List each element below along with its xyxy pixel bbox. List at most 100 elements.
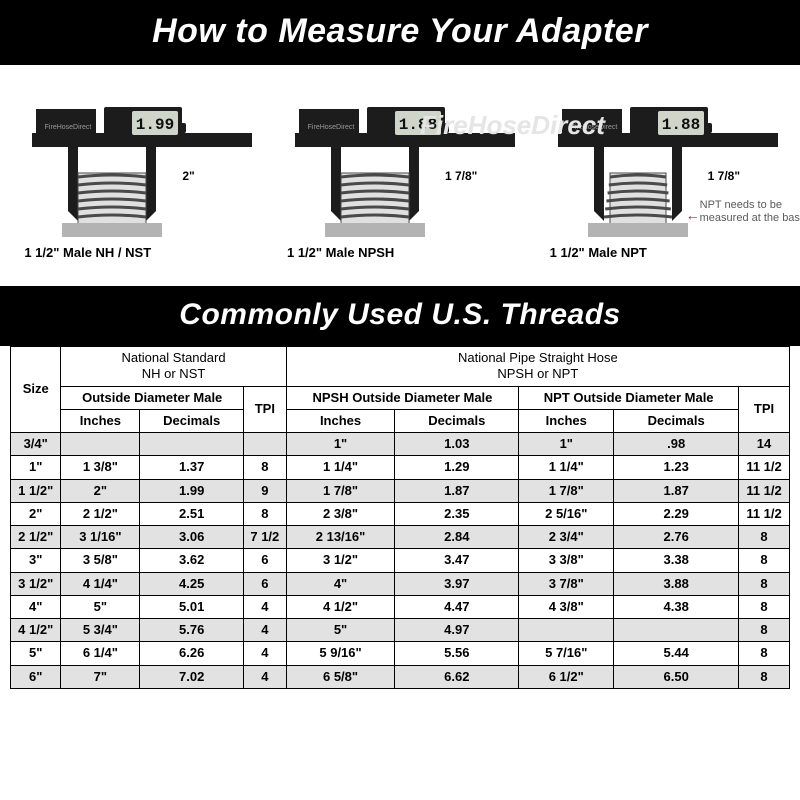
nh-inches-header: Inches xyxy=(61,409,140,432)
svg-text:FireHoseDirect: FireHoseDirect xyxy=(570,124,617,131)
npsh-inches-cell: 1 7/8" xyxy=(286,479,395,502)
table-row: 2 1/2"3 1/16"3.067 1/22 13/16"2.842 3/4"… xyxy=(11,526,790,549)
npt-inches-header: Inches xyxy=(519,409,614,432)
nh-tpi-cell: 7 1/2 xyxy=(244,526,287,549)
svg-text:FireHoseDirect: FireHoseDirect xyxy=(45,124,92,131)
table-row: 1 1/2"2"1.9991 7/8"1.871 7/8"1.8711 1/2 xyxy=(11,479,790,502)
npsh-decimals-cell: 4.97 xyxy=(395,619,519,642)
diagram-2: 1.88 FireHoseDirect 1 7/8"←NPT needs to … xyxy=(538,89,788,260)
group-nh: National Standard NH or NST xyxy=(61,347,286,387)
npsh-inches-header: Inches xyxy=(286,409,395,432)
nh-decimals-cell: 2.51 xyxy=(140,502,244,525)
size-cell: 2" xyxy=(11,502,61,525)
npt-note: NPT needs to be measured at the base xyxy=(700,199,800,225)
npsh-inches-cell: 4" xyxy=(286,572,395,595)
table-row: 4 1/2"5 3/4"5.7645"4.978 xyxy=(11,619,790,642)
nh-tpi-cell: 8 xyxy=(244,502,287,525)
npt-inches-cell: 4 3/8" xyxy=(519,595,614,618)
npt-inches-cell: 5 7/16" xyxy=(519,642,614,665)
thread-table: Size National Standard NH or NST Nationa… xyxy=(10,346,790,689)
npsh-decimals-cell: 3.47 xyxy=(395,549,519,572)
nh-decimals-cell: 1.99 xyxy=(140,479,244,502)
nh-tpi-cell: 8 xyxy=(244,456,287,479)
nh-decimals-cell: 3.06 xyxy=(140,526,244,549)
nh-inches-cell: 7" xyxy=(61,665,140,688)
nh-inches-cell: 2" xyxy=(61,479,140,502)
npt-decimals-cell: 5.44 xyxy=(614,642,739,665)
nh-od-header: Outside Diameter Male xyxy=(61,386,244,409)
pipe-tpi-cell: 14 xyxy=(739,433,790,456)
table-row: 3"3 5/8"3.6263 1/2"3.473 3/8"3.388 xyxy=(11,549,790,572)
size-cell: 1 1/2" xyxy=(11,479,61,502)
pipe-tpi-cell: 11 1/2 xyxy=(739,456,790,479)
npsh-inches-cell: 2 3/8" xyxy=(286,502,395,525)
npt-decimals-cell: 6.50 xyxy=(614,665,739,688)
nh-tpi-cell: 4 xyxy=(244,665,287,688)
npt-decimals-cell: 1.23 xyxy=(614,456,739,479)
table-row: 3 1/2"4 1/4"4.2564"3.973 7/8"3.888 xyxy=(11,572,790,595)
npt-od-header: NPT Outside Diameter Male xyxy=(519,386,739,409)
group-pipe: National Pipe Straight Hose NPSH or NPT xyxy=(286,347,789,387)
pipe-tpi-cell: 11 1/2 xyxy=(739,479,790,502)
title-sub: Commonly Used U.S. Threads xyxy=(0,286,800,346)
npt-inches-cell xyxy=(519,619,614,642)
nh-inches-cell: 5 3/4" xyxy=(61,619,140,642)
nh-inches-cell: 6 1/4" xyxy=(61,642,140,665)
table-row: 1"1 3/8"1.3781 1/4"1.291 1/4"1.2311 1/2 xyxy=(11,456,790,479)
npt-inches-cell: 3 3/8" xyxy=(519,549,614,572)
nh-decimals-cell: 5.01 xyxy=(140,595,244,618)
nh-decimals-cell: 1.37 xyxy=(140,456,244,479)
npt-decimals-cell: 3.88 xyxy=(614,572,739,595)
npt-decimals-cell: 3.38 xyxy=(614,549,739,572)
thread-table-body: 3/4"1"1.031".98141"1 3/8"1.3781 1/4"1.29… xyxy=(11,433,790,689)
npsh-inches-cell: 3 1/2" xyxy=(286,549,395,572)
pipe-tpi-cell: 8 xyxy=(739,595,790,618)
nh-decimals-header: Decimals xyxy=(140,409,244,432)
size-cell: 3 1/2" xyxy=(11,572,61,595)
nh-inches-cell: 2 1/2" xyxy=(61,502,140,525)
svg-text:1.88: 1.88 xyxy=(399,116,437,134)
npt-inches-cell: 2 5/16" xyxy=(519,502,614,525)
npsh-inches-cell: 4 1/2" xyxy=(286,595,395,618)
size-header: Size xyxy=(11,347,61,433)
nh-decimals-cell: 5.76 xyxy=(140,619,244,642)
svg-text:1.88: 1.88 xyxy=(661,116,699,134)
npsh-inches-cell: 1 1/4" xyxy=(286,456,395,479)
npsh-inches-cell: 2 13/16" xyxy=(286,526,395,549)
npt-inches-cell: 6 1/2" xyxy=(519,665,614,688)
npsh-decimals-cell: 2.84 xyxy=(395,526,519,549)
svg-text:FireHoseDirect: FireHoseDirect xyxy=(308,124,355,131)
nh-inches-cell: 1 3/8" xyxy=(61,456,140,479)
npsh-inches-cell: 5 9/16" xyxy=(286,642,395,665)
title-main: How to Measure Your Adapter xyxy=(0,0,800,65)
npsh-decimals-cell: 3.97 xyxy=(395,572,519,595)
npsh-decimals-cell: 2.35 xyxy=(395,502,519,525)
npsh-inches-cell: 6 5/8" xyxy=(286,665,395,688)
npt-inches-cell: 1 1/4" xyxy=(519,456,614,479)
nh-tpi-cell: 4 xyxy=(244,642,287,665)
pipe-tpi-cell: 8 xyxy=(739,572,790,595)
size-cell: 1" xyxy=(11,456,61,479)
pipe-tpi-cell: 8 xyxy=(739,619,790,642)
nh-decimals-cell: 7.02 xyxy=(140,665,244,688)
npt-decimals-cell: 4.38 xyxy=(614,595,739,618)
nh-decimals-cell: 6.26 xyxy=(140,642,244,665)
npt-inches-cell: 2 3/4" xyxy=(519,526,614,549)
npsh-decimals-cell: 1.03 xyxy=(395,433,519,456)
table-row: 4"5"5.0144 1/2"4.474 3/8"4.388 xyxy=(11,595,790,618)
caliper-icon: 1.88 FireHoseDirect xyxy=(275,89,525,249)
nh-inches-cell xyxy=(61,433,140,456)
nh-tpi-cell: 6 xyxy=(244,572,287,595)
size-cell: 3/4" xyxy=(11,433,61,456)
size-cell: 6" xyxy=(11,665,61,688)
measure-label: 2" xyxy=(182,169,194,183)
npt-arrow-icon: ← xyxy=(686,207,700,223)
nh-tpi-cell: 6 xyxy=(244,549,287,572)
measure-label: 1 7/8" xyxy=(445,169,477,183)
size-cell: 5" xyxy=(11,642,61,665)
size-cell: 2 1/2" xyxy=(11,526,61,549)
diagram-row: 1.99 FireHoseDirect 2"1 1/2" Male NH / N… xyxy=(0,65,800,268)
npt-decimals-cell: 2.29 xyxy=(614,502,739,525)
pipe-tpi-cell: 8 xyxy=(739,526,790,549)
npsh-decimals-cell: 6.62 xyxy=(395,665,519,688)
